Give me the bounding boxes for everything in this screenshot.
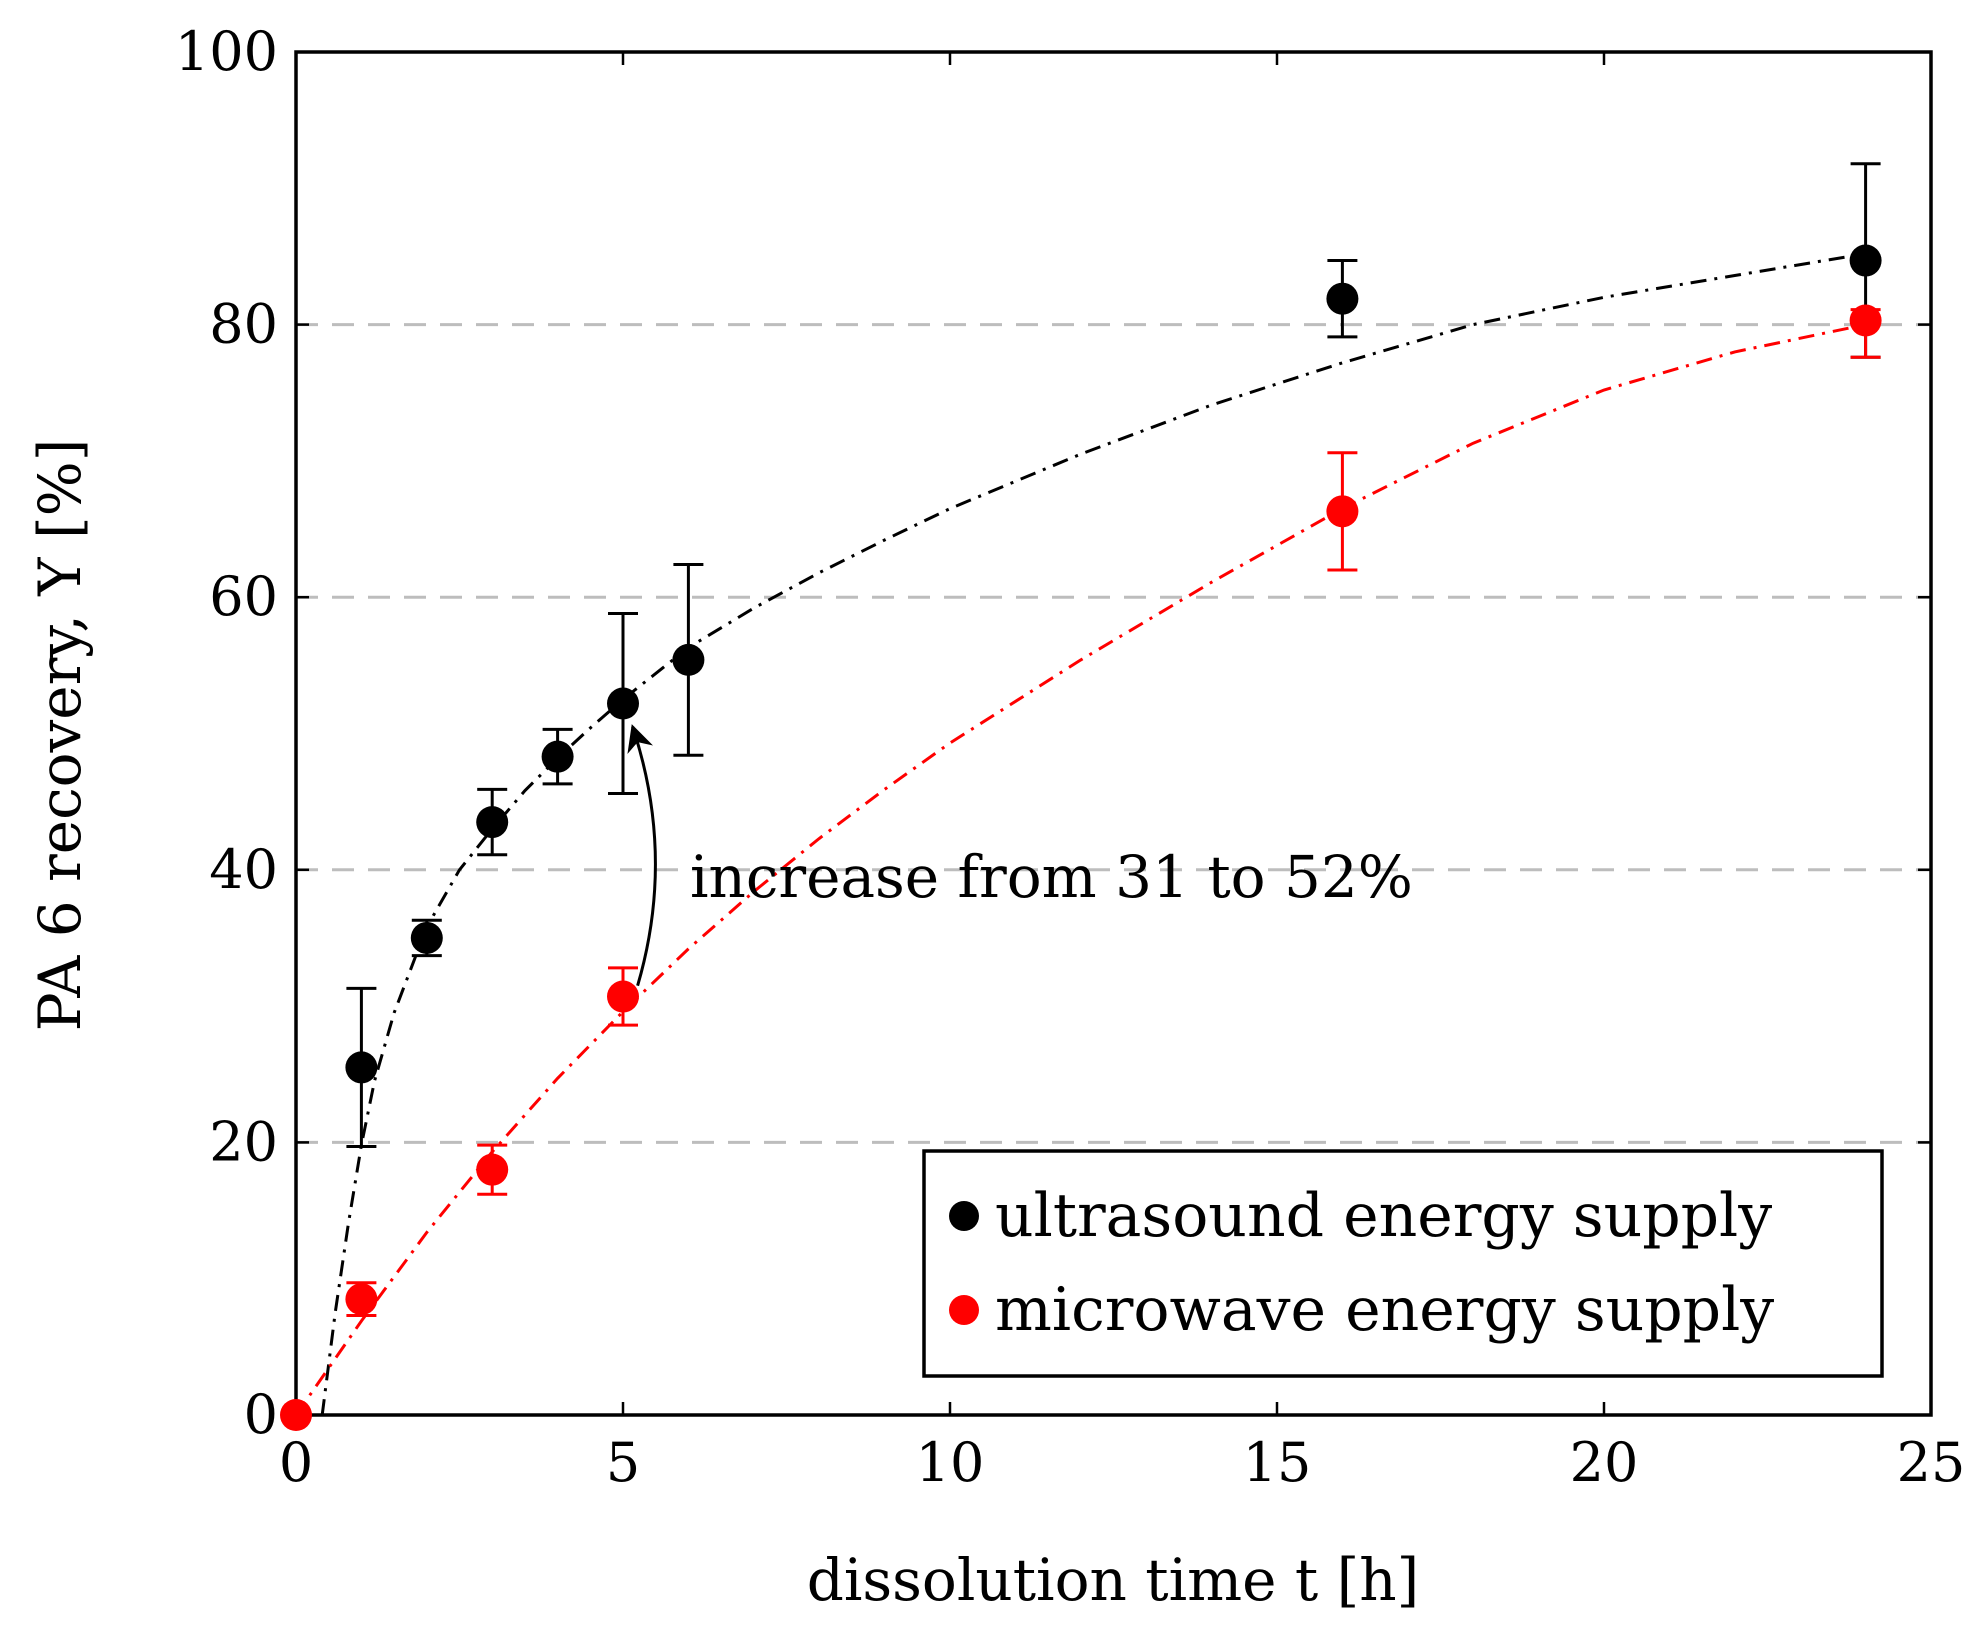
x-tick-label: 25 [1897,1431,1966,1494]
tick-labels: 0 20 40 60 80 100 0 5 10 15 20 25 [175,20,1965,1494]
data-point-microwave [476,1153,509,1186]
data-point-microwave [280,1399,312,1431]
data-point-ultrasound [1849,244,1882,277]
y-tick-label: 100 [175,20,278,83]
y-tick-label: 60 [209,565,278,628]
annotation-arrow [627,724,657,987]
x-tick-label: 10 [916,1431,985,1494]
y-tick-label: 0 [244,1383,278,1446]
y-tick-label: 40 [209,838,278,901]
data-point-ultrasound [1326,282,1359,315]
legend-marker-microwave [949,1295,979,1325]
data-point-microwave [1326,495,1359,528]
annotation: increase from 31 to 52% [627,724,1413,987]
legend-label-microwave: microwave energy supply [995,1275,1774,1345]
data-point-ultrasound [410,921,443,954]
data-point-microwave [607,980,639,1013]
data-point-microwave [1849,304,1882,337]
annotation-text: increase from 31 to 52% [690,843,1413,911]
x-axis-title: dissolution time t [h] [807,1546,1420,1614]
data-point-ultrasound [607,687,639,720]
legend-label-ultrasound: ultrasound energy supply [995,1181,1772,1251]
legend-marker-ultrasound [949,1201,979,1231]
legend: ultrasound energy supply microwave energ… [922,1149,1884,1378]
y-axis-title: PA 6 recovery, Y [%] [26,439,94,1032]
x-tick-label: 0 [279,1431,313,1494]
x-tick-label: 20 [1570,1431,1639,1494]
data-points [280,244,1882,1431]
data-point-ultrasound [672,643,705,676]
x-tick-label: 15 [1243,1431,1312,1494]
grid-lines [296,323,1931,1144]
plot-frame [294,50,1933,1417]
y-tick-label: 20 [209,1110,278,1173]
legend-box [922,1149,1884,1378]
data-point-ultrasound [476,806,509,839]
data-point-ultrasound [541,740,574,773]
y-tick-label: 80 [209,293,278,356]
x-tick-label: 5 [606,1431,640,1494]
data-point-ultrasound [345,1051,378,1084]
data-point-microwave [345,1283,378,1316]
